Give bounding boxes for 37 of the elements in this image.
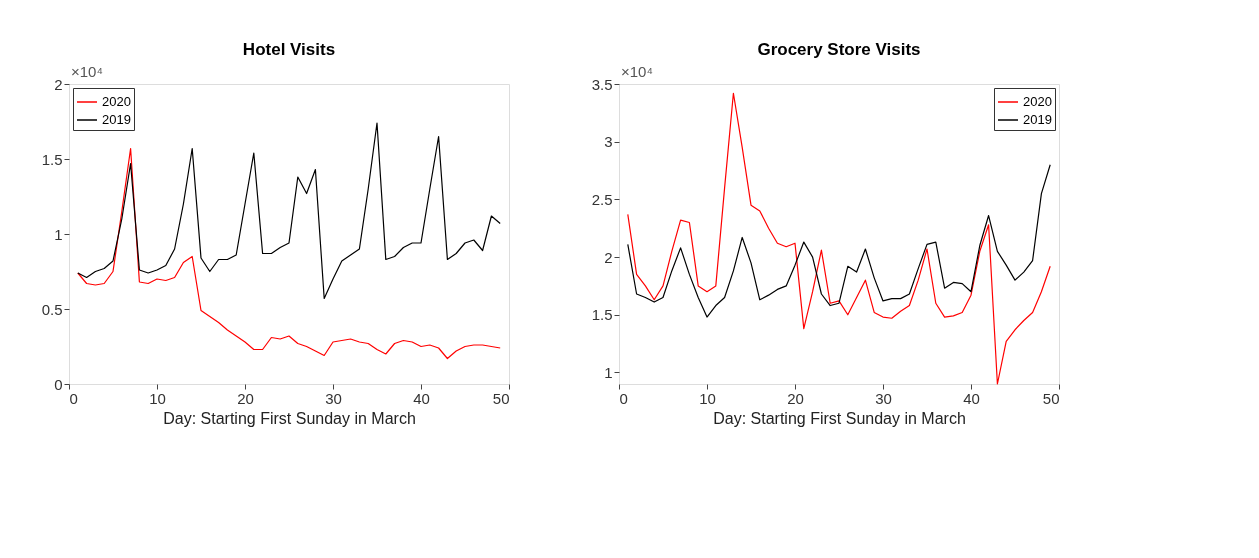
line-series xyxy=(627,92,1051,385)
y-tick-label: 0 xyxy=(54,375,63,393)
line-series xyxy=(627,164,1051,318)
x-tick-label: 50 xyxy=(492,389,510,407)
y-tick-label: 1 xyxy=(54,225,63,243)
x-tick-label: 10 xyxy=(149,389,166,407)
y-tick-label: 1.5 xyxy=(591,306,613,324)
y-tick-label: 3.5 xyxy=(591,75,613,93)
x-tick-label: 30 xyxy=(325,389,342,407)
x-tick-label: 40 xyxy=(413,389,430,407)
chart-title: Grocery Store Visits xyxy=(757,40,921,59)
chart-title: Hotel Visits xyxy=(242,40,336,59)
legend-label: 2019 xyxy=(102,112,131,127)
y-tick-label: 2.5 xyxy=(591,190,613,208)
x-tick-label: 50 xyxy=(1042,389,1060,407)
x-axis-title: Day: Starting First Sunday in March xyxy=(713,409,966,427)
text: ×10⁴ xyxy=(71,63,103,80)
legend-label: 2020 xyxy=(102,94,131,109)
x-tick-label: 10 xyxy=(699,389,716,407)
y-tick-label: 0.5 xyxy=(41,300,63,318)
y-tick-label: 1 xyxy=(604,363,613,381)
line-series xyxy=(77,147,501,360)
x-tick-label: 0 xyxy=(619,389,628,407)
x-axis-title: Day: Starting First Sunday in March xyxy=(163,409,416,427)
y-tick-label: 2 xyxy=(604,248,613,266)
text: ×10⁴ xyxy=(621,63,653,80)
x-tick-label: 40 xyxy=(963,389,980,407)
y-tick-label: 3 xyxy=(604,133,613,151)
x-tick-label: 20 xyxy=(787,389,804,407)
x-tick-label: 30 xyxy=(875,389,892,407)
legend-label: 2019 xyxy=(1023,112,1052,127)
x-tick-label: 20 xyxy=(237,389,254,407)
y-tick-label: 2 xyxy=(54,75,63,93)
legend-label: 2020 xyxy=(1023,94,1052,109)
y-tick-label: 1.5 xyxy=(41,150,63,168)
x-tick-label: 0 xyxy=(69,389,78,407)
line-series xyxy=(77,122,501,300)
